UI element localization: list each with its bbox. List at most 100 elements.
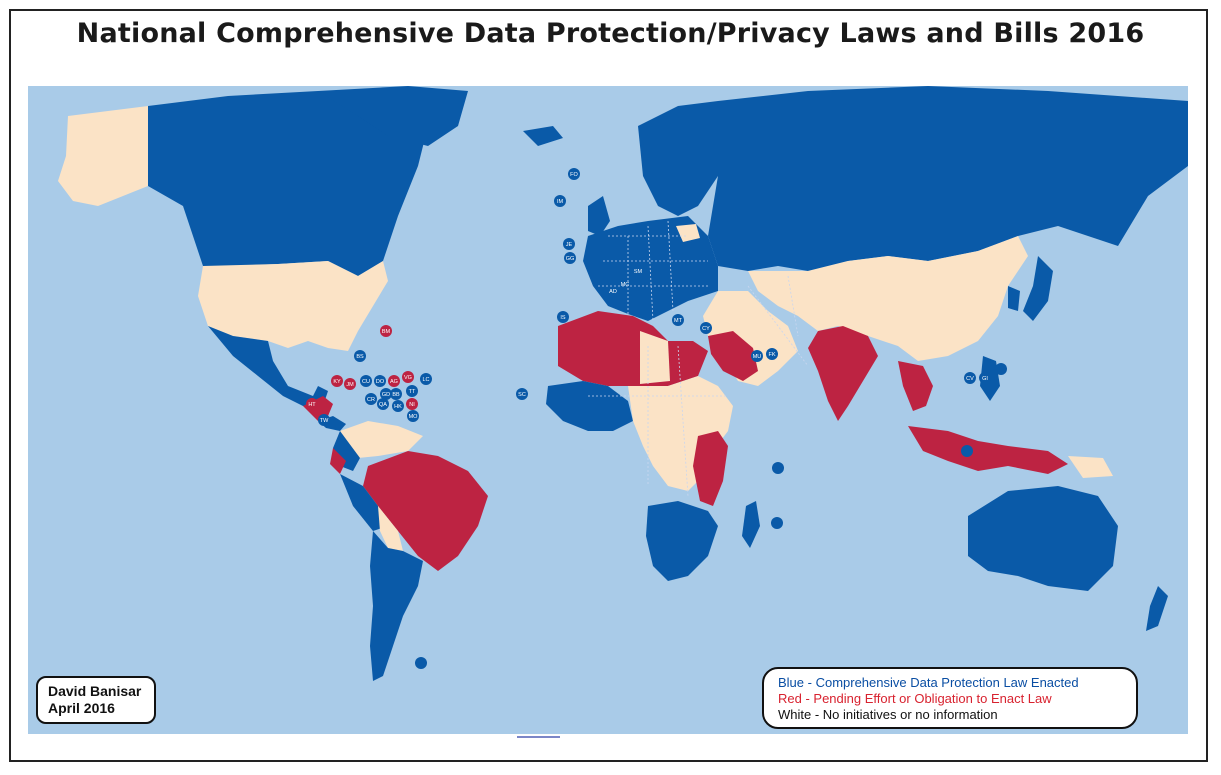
country-marker	[961, 445, 973, 457]
page-title: National Comprehensive Data Protection/P…	[76, 18, 1145, 49]
region-alaska	[58, 106, 148, 206]
scroll-indicator[interactable]	[517, 736, 560, 738]
region-libya	[640, 331, 670, 384]
country-code-label: FK	[768, 352, 775, 358]
country-marker	[979, 372, 991, 384]
region-mexico	[208, 326, 328, 406]
country-marker	[318, 414, 330, 426]
country-code-label: IS	[560, 315, 566, 321]
country-code-markers: FO IM JE GG AD MC SM MT CY IS BS BM KY JM CU DO AG VG LC GD…	[306, 168, 1007, 669]
region-korea	[1008, 286, 1020, 311]
country-marker	[365, 393, 377, 405]
region-new-zealand	[1146, 586, 1168, 631]
country-marker	[771, 517, 783, 529]
country-marker	[406, 385, 418, 397]
region-australia	[968, 486, 1118, 591]
country-marker	[995, 363, 1007, 375]
country-code-label: HT	[308, 402, 316, 408]
country-marker	[406, 398, 418, 410]
region-bolivia	[378, 506, 403, 551]
region-saudi-arabia	[708, 331, 758, 381]
country-marker	[374, 375, 386, 387]
country-marker	[568, 168, 580, 180]
country-marker	[388, 375, 400, 387]
country-code-label: CU	[362, 379, 370, 385]
region-japan	[1023, 256, 1053, 321]
country-code-label: TW	[320, 418, 329, 424]
country-marker	[380, 325, 392, 337]
country-code-label: SM	[634, 269, 643, 275]
country-marker	[415, 657, 427, 669]
region-iceland	[523, 126, 563, 146]
country-code-label: CY	[702, 326, 710, 332]
region-southern-africa	[646, 501, 718, 581]
country-marker	[563, 238, 575, 250]
border-lines	[588, 220, 809, 497]
region-venezuela-colombia	[340, 421, 423, 458]
country-code-label: MO	[409, 414, 419, 420]
credit-date: April 2016	[48, 700, 115, 716]
country-code-label: SC	[518, 392, 526, 398]
region-peru	[340, 474, 388, 531]
country-code-label: LC	[422, 377, 429, 383]
country-marker	[564, 252, 576, 264]
region-scandinavia	[638, 101, 728, 216]
region-ecuador	[330, 448, 346, 474]
legend-white-entry: White - No initiatives or no information	[778, 707, 998, 722]
country-marker	[377, 398, 389, 410]
country-marker	[632, 265, 644, 277]
region-belarus	[676, 224, 700, 242]
country-code-label: GG	[566, 256, 575, 262]
country-marker	[380, 388, 392, 400]
country-code-label: JM	[346, 382, 354, 388]
region-east-africa	[693, 431, 728, 506]
country-marker	[392, 400, 404, 412]
country-marker	[964, 372, 976, 384]
country-marker	[306, 398, 318, 410]
region-china-central-asia	[748, 236, 1028, 361]
region-southern-cone	[370, 531, 423, 681]
country-marker	[402, 371, 414, 383]
region-greenland	[318, 86, 468, 146]
country-code-label: VG	[404, 375, 412, 381]
country-code-label: AD	[609, 289, 617, 295]
region-uk	[588, 196, 610, 236]
region-russia	[708, 86, 1188, 271]
country-marker	[390, 388, 402, 400]
country-marker	[554, 195, 566, 207]
region-brazil	[363, 451, 488, 571]
country-code-label: MC	[621, 282, 630, 288]
region-india	[808, 326, 878, 421]
region-madagascar	[742, 501, 760, 548]
region-canada	[148, 91, 428, 276]
country-marker	[420, 373, 432, 385]
country-marker	[360, 375, 372, 387]
country-code-label: IM	[557, 199, 564, 205]
country-marker	[766, 348, 778, 360]
country-code-label: KY	[333, 379, 341, 385]
country-code-label: AG	[390, 379, 398, 385]
country-code-label: FO	[570, 172, 578, 178]
country-marker	[607, 285, 619, 297]
country-marker	[516, 388, 528, 400]
country-marker	[700, 322, 712, 334]
country-code-label: HK	[394, 404, 402, 410]
region-png	[1068, 456, 1113, 478]
country-marker	[331, 375, 343, 387]
legend-blue-entry: Blue - Comprehensive Data Protection Law…	[778, 675, 1079, 690]
region-usa	[198, 261, 388, 351]
author-name: David Banisar	[48, 683, 142, 699]
country-code-label: GD	[382, 392, 390, 398]
region-southeast-asia	[898, 361, 933, 411]
country-code-label: CV	[966, 376, 974, 382]
country-marker	[557, 311, 569, 323]
country-code-label: CR	[367, 397, 375, 403]
country-marker	[407, 410, 419, 422]
country-marker	[354, 350, 366, 362]
country-marker	[772, 462, 784, 474]
country-code-label: BB	[392, 392, 400, 398]
country-code-label: BS	[356, 354, 364, 360]
legend-red-entry: Red - Pending Effort or Obligation to En…	[778, 691, 1052, 706]
world-map: FO IM JE GG AD MC SM MT CY IS BS BM KY JM CU DO AG VG LC GD…	[28, 86, 1188, 734]
region-north-africa	[558, 311, 708, 386]
